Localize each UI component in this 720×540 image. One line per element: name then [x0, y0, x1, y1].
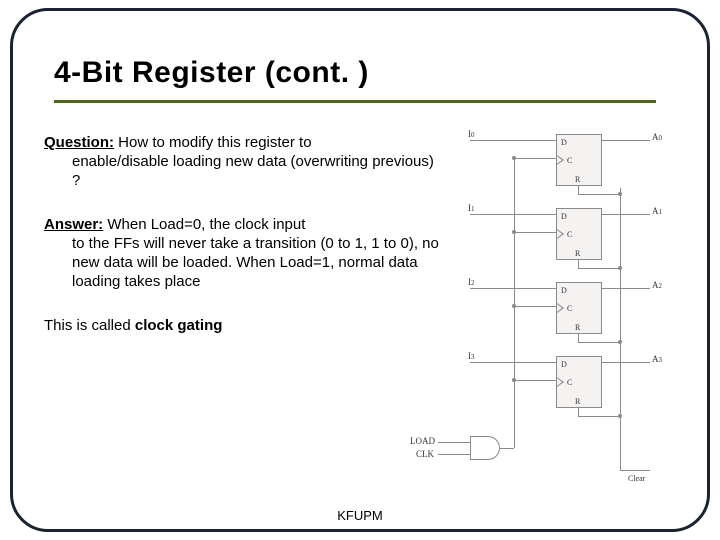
wire: [470, 362, 556, 363]
node-dot: [618, 266, 622, 270]
clear-bus: [620, 188, 621, 470]
wire: [578, 342, 620, 343]
wire: [578, 416, 620, 417]
question-rest: enable/disable loading new data (overwri…: [44, 153, 444, 191]
clear-label: Clear: [628, 474, 645, 483]
output-label-0: A0: [652, 132, 662, 142]
input-label-3: I3: [468, 351, 475, 361]
wire: [470, 288, 556, 289]
question-label: Question:: [44, 134, 114, 151]
closing-term: clock gating: [135, 317, 223, 334]
wire: [514, 380, 556, 381]
body-text: Question: How to modify this register to…: [44, 134, 444, 362]
load-label: LOAD: [410, 436, 435, 446]
footer: KFUPM: [0, 508, 720, 523]
node-dot: [512, 378, 516, 382]
wire: [514, 306, 556, 307]
wire: [438, 442, 470, 443]
slide: 4-Bit Register (cont. ) Question: How to…: [0, 0, 720, 540]
answer-line1: When Load=0, the clock input: [103, 216, 305, 233]
answer-label: Answer:: [44, 216, 103, 233]
pin-d: D: [561, 212, 567, 221]
wire: [602, 288, 650, 289]
wire: [578, 260, 579, 268]
flipflop-2: D C R: [556, 282, 602, 334]
wire: [438, 454, 470, 455]
node-dot: [512, 304, 516, 308]
pin-c: C: [567, 304, 572, 313]
wire: [500, 448, 514, 449]
pin-d: D: [561, 138, 567, 147]
pin-d: D: [561, 286, 567, 295]
output-label-1: A1: [652, 206, 662, 216]
pin-r: R: [575, 249, 580, 258]
pin-r: R: [575, 397, 580, 406]
slide-title: 4-Bit Register (cont. ): [54, 56, 369, 90]
register-diagram: D C R D C R D C R D C R: [470, 128, 680, 488]
input-label-0: I0: [468, 129, 475, 139]
wire: [578, 334, 579, 342]
question-paragraph: Question: How to modify this register to…: [44, 134, 444, 190]
output-label-3: A3: [652, 354, 662, 364]
flipflop-1: D C R: [556, 208, 602, 260]
answer-rest: to the FFs will never take a transition …: [44, 235, 444, 291]
question-line1: How to modify this register to: [114, 134, 312, 151]
pin-c: C: [567, 378, 572, 387]
wire: [470, 214, 556, 215]
wire: [470, 140, 556, 141]
and-gate-icon: [470, 436, 502, 460]
closing-paragraph: This is called clock gating: [44, 317, 444, 336]
pin-r: R: [575, 323, 580, 332]
clock-bus: [514, 158, 515, 448]
flipflop-3: D C R: [556, 356, 602, 408]
wire: [578, 186, 579, 194]
node-dot: [512, 156, 516, 160]
node-dot: [618, 192, 622, 196]
answer-paragraph: Answer: When Load=0, the clock input to …: [44, 216, 444, 291]
pin-r: R: [575, 175, 580, 184]
wire: [602, 362, 650, 363]
pin-d: D: [561, 360, 567, 369]
wire: [578, 268, 620, 269]
pin-c: C: [567, 156, 572, 165]
wire: [602, 140, 650, 141]
closing-pre: This is called: [44, 317, 135, 334]
node-dot: [512, 230, 516, 234]
output-label-2: A2: [652, 280, 662, 290]
wire: [620, 470, 650, 471]
wire: [514, 158, 556, 159]
input-label-1: I1: [468, 203, 475, 213]
wire: [514, 232, 556, 233]
wire: [578, 194, 620, 195]
input-label-2: I2: [468, 277, 475, 287]
wire: [578, 408, 579, 416]
flipflop-0: D C R: [556, 134, 602, 186]
clk-label: CLK: [416, 449, 434, 459]
pin-c: C: [567, 230, 572, 239]
title-underline: [54, 100, 656, 103]
wire: [602, 214, 650, 215]
node-dot: [618, 340, 622, 344]
node-dot: [618, 414, 622, 418]
